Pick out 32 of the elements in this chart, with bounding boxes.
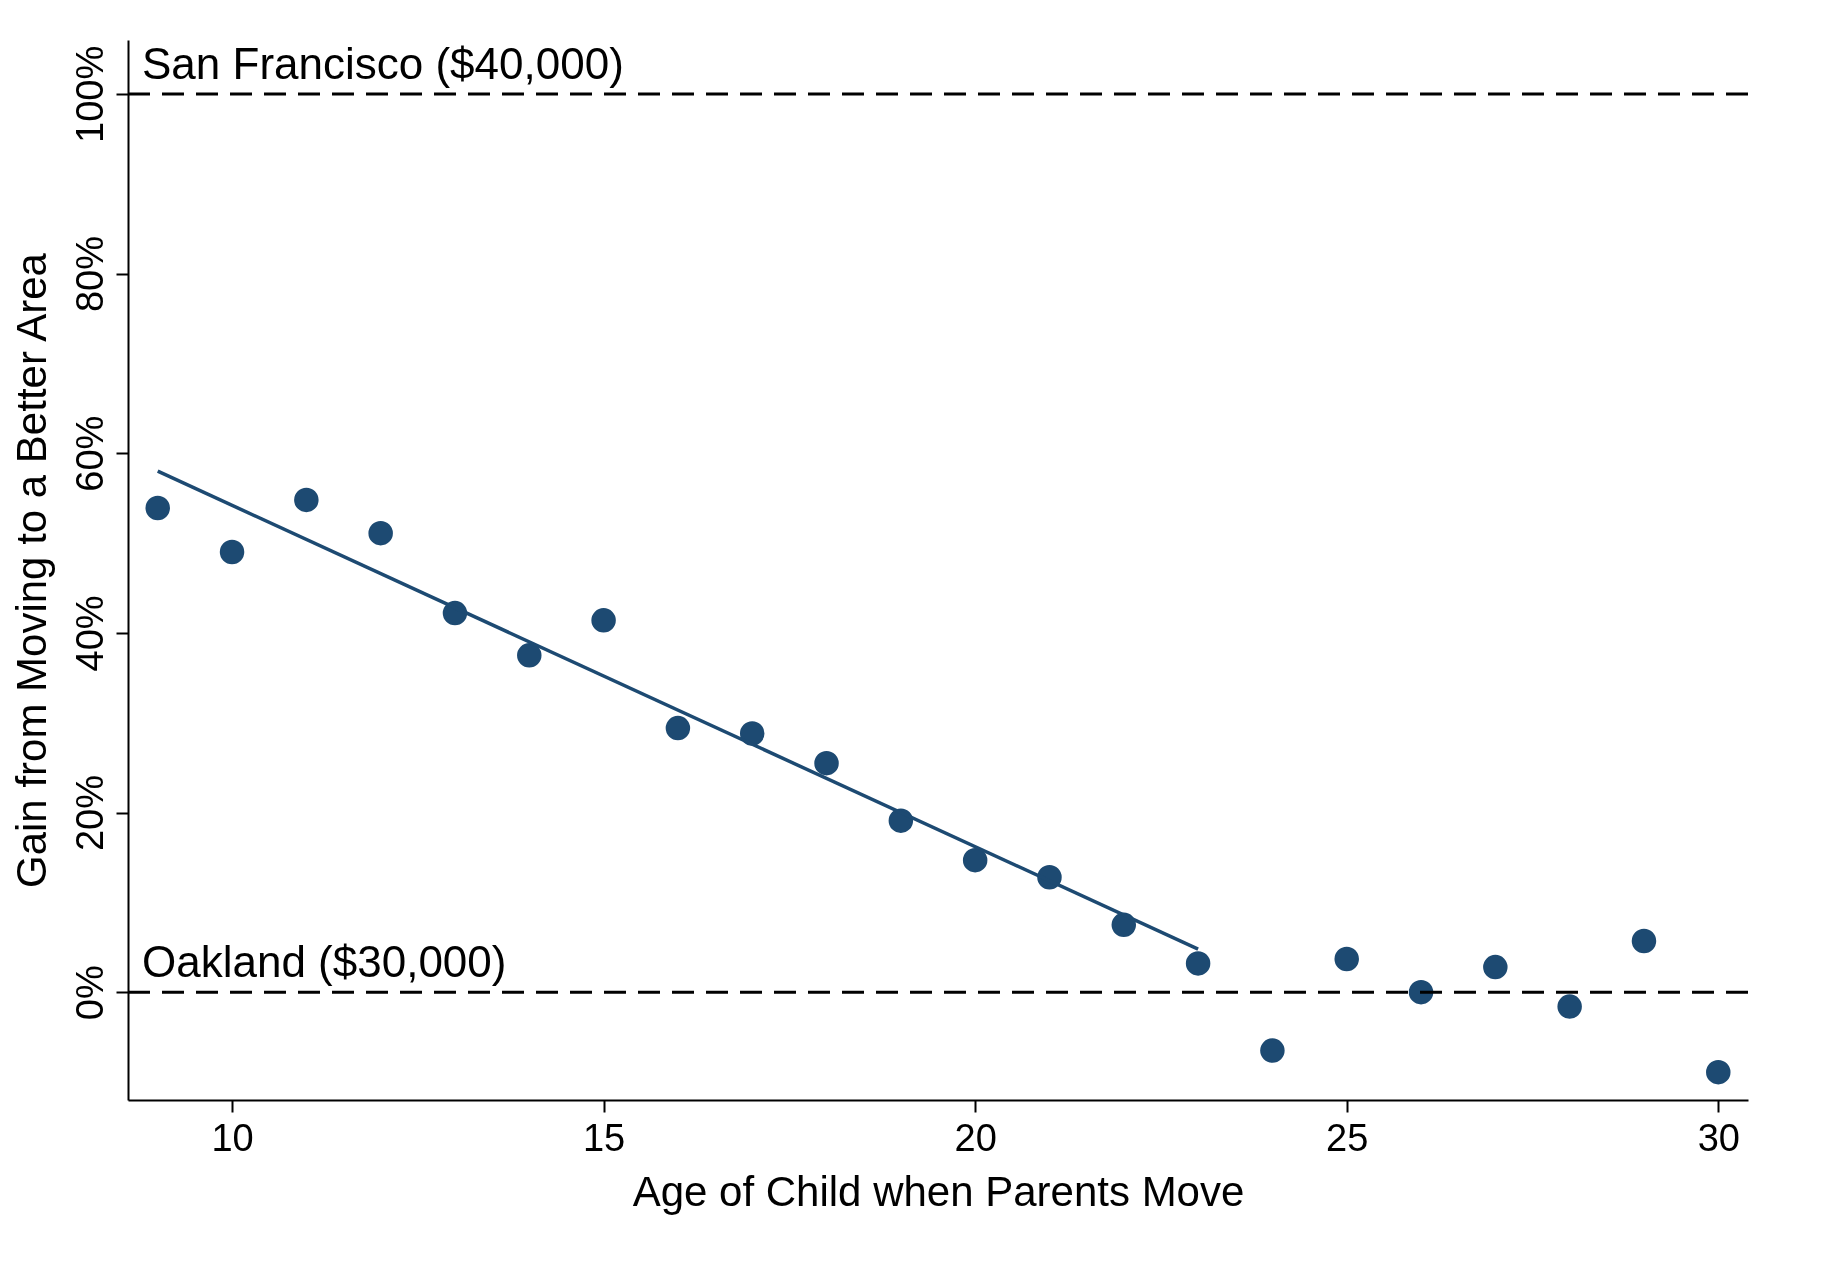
x-axis-title: Age of Child when Parents Move bbox=[632, 1167, 1245, 1215]
x-tick-label: 30 bbox=[1697, 1116, 1740, 1159]
point bbox=[814, 750, 839, 776]
y-tick-label: 100% bbox=[68, 45, 111, 143]
point bbox=[517, 643, 542, 668]
x-tick-label: 25 bbox=[1326, 1116, 1369, 1159]
point bbox=[145, 495, 170, 521]
point bbox=[1260, 1038, 1285, 1063]
x-tick-label: 20 bbox=[954, 1116, 997, 1159]
x-tick-label: 10 bbox=[211, 1116, 254, 1159]
point bbox=[1706, 1059, 1731, 1085]
point bbox=[1334, 946, 1359, 972]
point bbox=[591, 608, 616, 633]
point bbox=[294, 487, 319, 513]
point bbox=[1185, 951, 1211, 976]
y-axis-title: Gain from Moving to a Better Area bbox=[7, 252, 55, 888]
point bbox=[219, 539, 245, 565]
point bbox=[368, 520, 393, 546]
ref-line-label: San Francisco ($40,000) bbox=[142, 38, 624, 88]
ref-line-label: Oakland ($30,000) bbox=[142, 937, 507, 987]
y-tick-label: 20% bbox=[68, 775, 111, 852]
point bbox=[665, 715, 691, 741]
point bbox=[1408, 979, 1434, 1005]
point bbox=[1631, 928, 1657, 954]
y-tick-label: 60% bbox=[68, 415, 111, 492]
point bbox=[1483, 954, 1508, 980]
y-tick-label: 0% bbox=[68, 965, 111, 1021]
point bbox=[962, 847, 988, 873]
y-tick-label: 80% bbox=[68, 236, 111, 313]
x-tick-label: 15 bbox=[582, 1116, 626, 1159]
y-tick-label: 40% bbox=[68, 595, 111, 672]
point bbox=[1557, 994, 1582, 1019]
